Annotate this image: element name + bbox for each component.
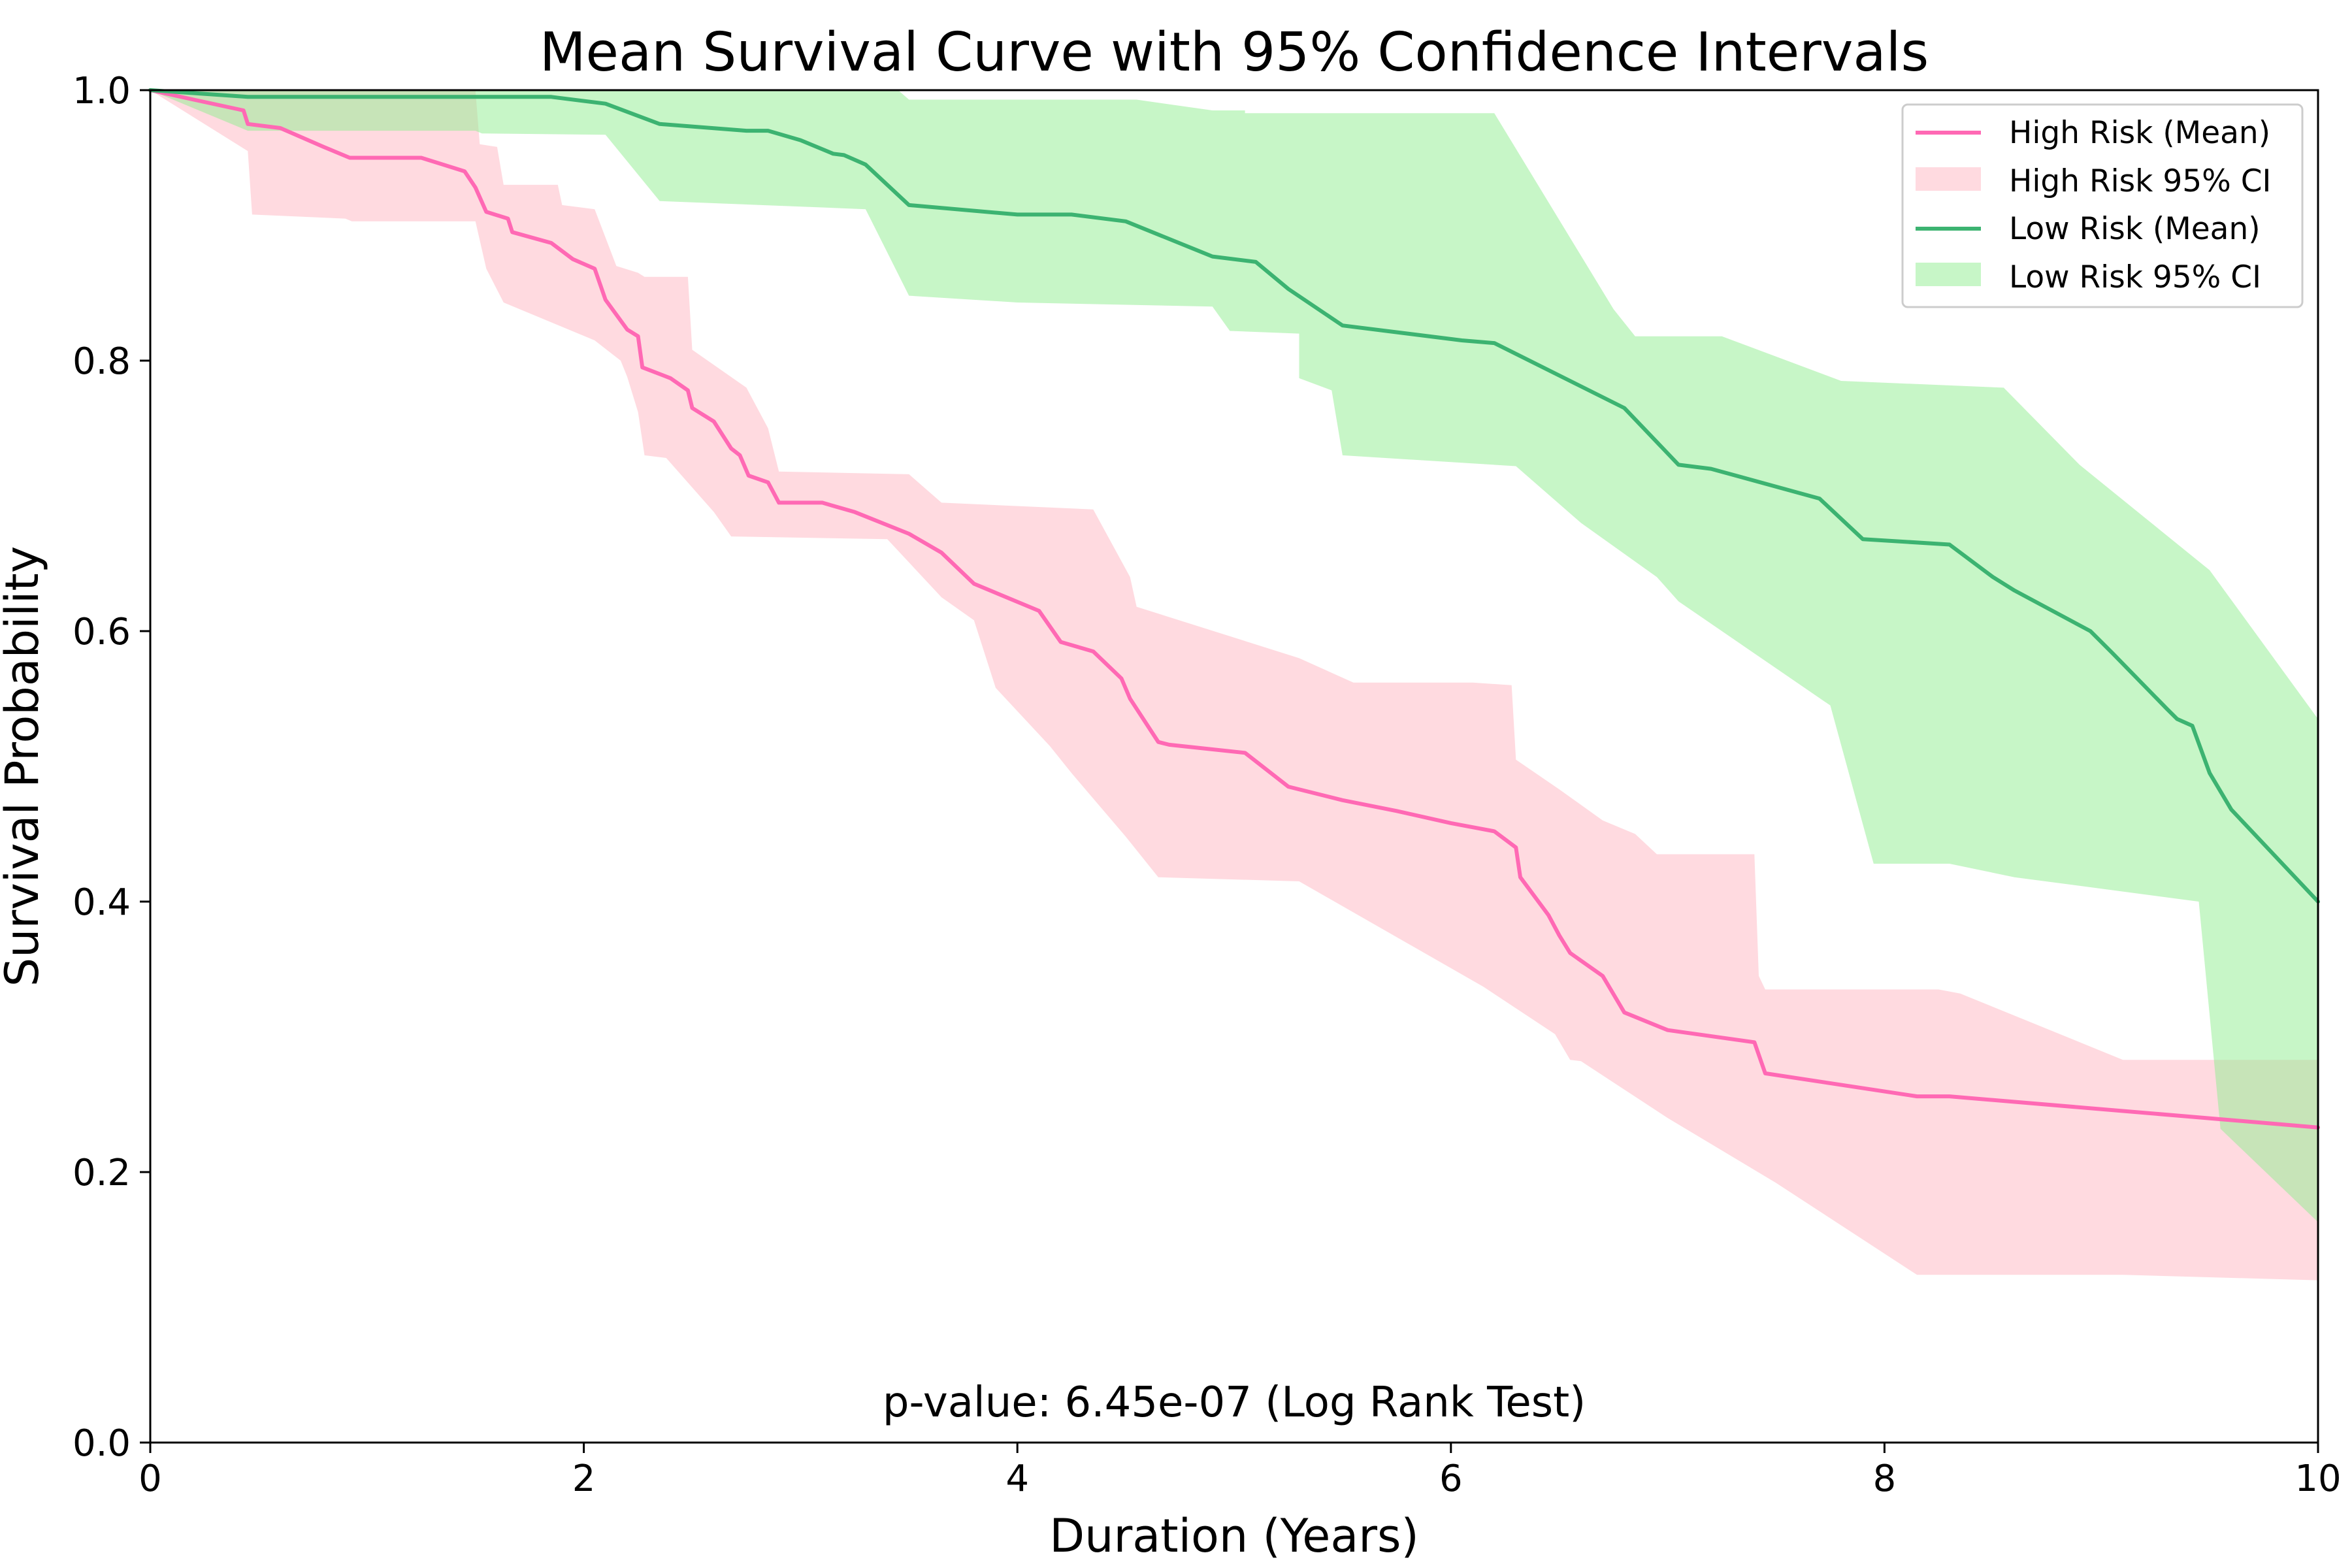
legend-high-risk-mean-label: High Risk (Mean)	[2009, 115, 2270, 151]
x-axis: 0 2 4 6 8 10	[139, 1443, 2342, 1500]
x-tick-label: 8	[1873, 1458, 1897, 1500]
low-risk-95-ci-band	[150, 90, 2318, 1222]
y-tick-label: 0.2	[73, 1152, 131, 1194]
x-tick-label: 10	[2295, 1458, 2341, 1500]
x-tick-label: 0	[139, 1458, 162, 1500]
legend-high-risk-ci-label: High Risk 95% CI	[2009, 163, 2271, 199]
x-axis-label: Duration (Years)	[1049, 1509, 1419, 1563]
low-risk-mean-line	[148, 88, 2320, 904]
plot-frame	[149, 89, 2319, 1444]
x-tick-label: 6	[1439, 1458, 1463, 1500]
x-tick-label: 4	[1005, 1458, 1029, 1500]
y-axis: 0.0 0.2 0.4 0.6 0.8 1.0	[73, 70, 150, 1465]
legend-low-risk-ci-swatch	[1916, 263, 1981, 286]
legend-low-risk-mean-label: Low Risk (Mean)	[2009, 211, 2261, 247]
y-axis-label: Survival Probability	[0, 546, 49, 987]
legend-high-risk-ci-swatch	[1916, 167, 1981, 191]
legend-low-risk-ci-label: Low Risk 95% CI	[2009, 259, 2261, 295]
y-tick-label: 0.4	[73, 881, 131, 924]
y-tick-label: 1.0	[73, 70, 131, 112]
high-risk-95-ci-band	[150, 90, 2318, 1281]
high-risk-mean-line	[148, 88, 2320, 1130]
x-tick-label: 2	[572, 1458, 596, 1500]
plot-area	[148, 88, 2320, 1281]
legend-box	[1901, 103, 2304, 308]
legend: High Risk (Mean) High Risk 95% CI Low Ri…	[1901, 103, 2304, 308]
y-tick-label: 0.6	[73, 611, 131, 653]
chart-title: Mean Survival Curve with 95% Confidence …	[540, 22, 1929, 84]
y-tick-label: 0.0	[73, 1422, 131, 1465]
p-value-annotation: p-value: 6.45e-07 (Log Rank Test)	[883, 1379, 1586, 1427]
y-tick-label: 0.8	[73, 340, 131, 383]
